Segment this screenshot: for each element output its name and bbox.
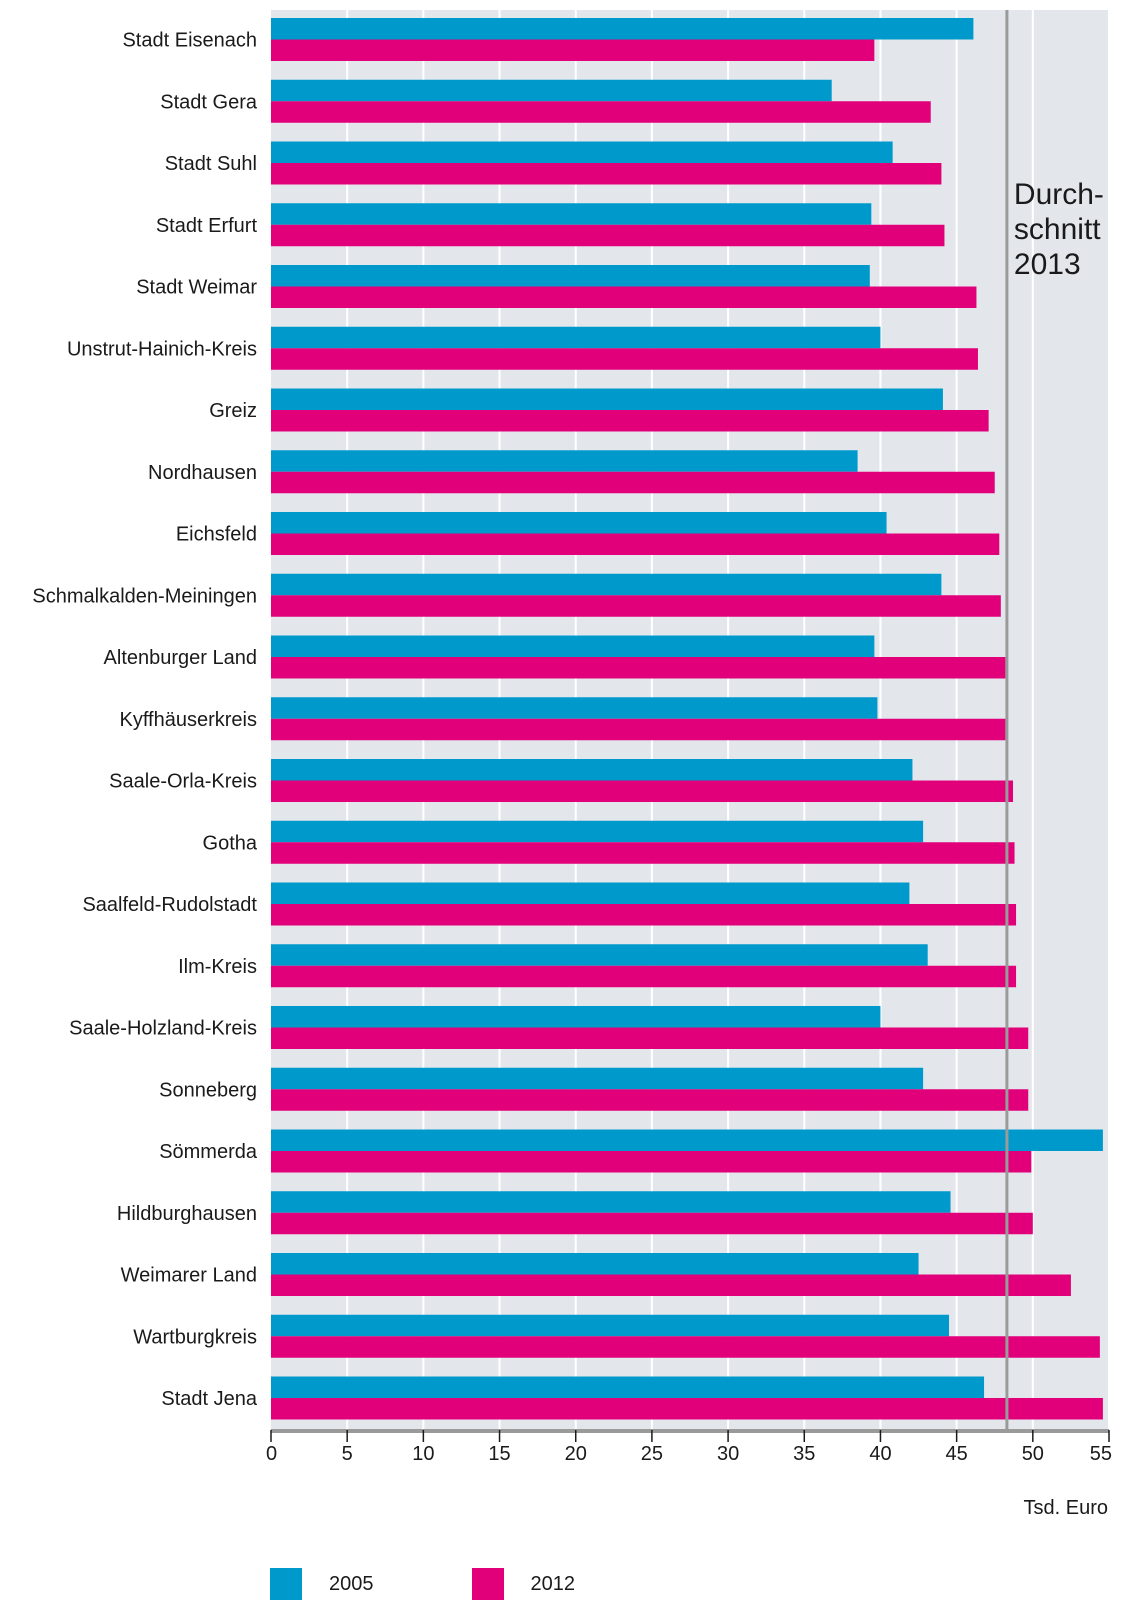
legend-item-2005: 2005 bbox=[270, 1568, 374, 1600]
category-label-20: Weimarer Land bbox=[121, 1265, 257, 1287]
category-label-18: Sömmerda bbox=[159, 1141, 258, 1163]
bar-2005-19 bbox=[271, 1191, 951, 1213]
bar-2012-9 bbox=[271, 595, 1001, 617]
category-label-21: Wartburgkreis bbox=[133, 1326, 257, 1348]
bar-2005-3 bbox=[271, 203, 872, 225]
category-label-8: Eichsfeld bbox=[176, 524, 257, 546]
category-label-22: Stadt Jena bbox=[161, 1388, 258, 1410]
reference-label-line-1: schnitt bbox=[1014, 213, 1101, 246]
category-label-2: Stadt Suhl bbox=[165, 153, 257, 175]
bar-2005-1 bbox=[271, 79, 832, 102]
bar-2005-17 bbox=[271, 1067, 924, 1090]
x-tick-label-55: 55 bbox=[1090, 1443, 1112, 1465]
bar-2012-20 bbox=[271, 1274, 1071, 1296]
category-label-3: Stadt Erfurt bbox=[156, 215, 258, 237]
bar-2005-15 bbox=[271, 944, 928, 966]
category-label-17: Sonneberg bbox=[159, 1079, 257, 1101]
bar-2005-4 bbox=[271, 265, 870, 287]
category-label-10: Altenburger Land bbox=[104, 647, 257, 669]
category-label-6: Greiz bbox=[209, 400, 257, 422]
category-label-14: Saalfeld-Rudolstadt bbox=[82, 894, 257, 916]
bar-2005-10 bbox=[271, 635, 875, 657]
legend-swatch-2012 bbox=[471, 1568, 504, 1600]
bar-2005-12 bbox=[271, 759, 913, 781]
bar-2012-18 bbox=[271, 1151, 1032, 1173]
bar-2005-8 bbox=[271, 512, 887, 534]
bar-2012-17 bbox=[271, 1089, 1029, 1111]
bar-2005-6 bbox=[271, 388, 943, 410]
bar-2012-2 bbox=[271, 163, 942, 185]
x-tick-label-45: 45 bbox=[946, 1443, 968, 1465]
bar-2005-18 bbox=[271, 1129, 1103, 1151]
category-label-15: Ilm-Kreis bbox=[178, 956, 257, 978]
bar-2005-20 bbox=[271, 1253, 919, 1275]
x-tick-label-5: 5 bbox=[342, 1443, 353, 1465]
bar-2012-22 bbox=[271, 1398, 1103, 1420]
x-tick-label-35: 35 bbox=[793, 1443, 815, 1465]
bar-2005-14 bbox=[271, 882, 910, 904]
bar-2012-0 bbox=[271, 39, 875, 61]
bar-2012-6 bbox=[271, 410, 989, 432]
bar-2005-16 bbox=[271, 1006, 881, 1028]
category-label-11: Kyffhäuserkreis bbox=[120, 709, 257, 731]
bar-2012-4 bbox=[271, 286, 977, 308]
bar-2012-5 bbox=[271, 348, 978, 370]
category-label-5: Unstrut-Hainich-Kreis bbox=[67, 338, 257, 360]
category-label-12: Saale-Orla-Kreis bbox=[109, 771, 257, 793]
legend: 2005 2012 bbox=[270, 1568, 673, 1600]
bar-2005-22 bbox=[271, 1376, 985, 1398]
legend-label-2012: 2012 bbox=[530, 1572, 576, 1595]
bar-2012-7 bbox=[271, 471, 995, 494]
category-label-13: Gotha bbox=[203, 832, 258, 854]
bar-2012-19 bbox=[271, 1212, 1033, 1235]
bar-2005-21 bbox=[271, 1314, 950, 1337]
bar-2005-5 bbox=[271, 326, 881, 349]
category-label-16: Saale-Holzland-Kreis bbox=[69, 1018, 257, 1040]
bar-2012-1 bbox=[271, 101, 931, 123]
x-tick-label-25: 25 bbox=[641, 1443, 663, 1465]
x-tick-label-30: 30 bbox=[717, 1443, 739, 1465]
x-tick-label-50: 50 bbox=[1022, 1443, 1044, 1465]
bar-2012-10 bbox=[271, 657, 1006, 679]
bar-2012-8 bbox=[271, 533, 1000, 555]
category-label-0: Stadt Eisenach bbox=[122, 30, 257, 52]
category-label-19: Hildburghausen bbox=[117, 1203, 257, 1225]
x-tick-label-10: 10 bbox=[412, 1443, 434, 1465]
bar-2012-15 bbox=[271, 965, 1017, 988]
x-tick-label-15: 15 bbox=[488, 1443, 510, 1465]
x-tick-label-40: 40 bbox=[869, 1443, 891, 1465]
bar-2012-12 bbox=[271, 780, 1014, 802]
bar-2005-0 bbox=[271, 18, 974, 40]
reference-label-line-2: 2013 bbox=[1014, 248, 1081, 281]
bar-2005-9 bbox=[271, 573, 942, 596]
category-label-9: Schmalkalden-Meiningen bbox=[32, 585, 257, 607]
legend-swatch-2005 bbox=[270, 1568, 302, 1600]
category-label-7: Nordhausen bbox=[148, 462, 257, 484]
bar-2012-21 bbox=[271, 1336, 1100, 1358]
bar-2005-7 bbox=[271, 450, 858, 472]
bar-2012-13 bbox=[271, 842, 1015, 864]
legend-item-2012: 2012 bbox=[471, 1568, 576, 1600]
category-label-1: Stadt Gera bbox=[160, 91, 258, 113]
bar-2012-14 bbox=[271, 904, 1017, 926]
bar-2005-2 bbox=[271, 141, 893, 163]
x-axis-unit-label: Tsd. Euro bbox=[1024, 1497, 1108, 1519]
bar-2005-11 bbox=[271, 697, 878, 719]
category-label-4: Stadt Weimar bbox=[136, 277, 257, 299]
x-tick-label-20: 20 bbox=[565, 1443, 587, 1465]
bar-2012-16 bbox=[271, 1027, 1029, 1049]
reference-label-line-0: Durch- bbox=[1014, 178, 1104, 211]
legend-label-2005: 2005 bbox=[329, 1572, 374, 1595]
bar-2012-11 bbox=[271, 718, 1006, 741]
bar-2005-13 bbox=[271, 820, 924, 843]
bar-2012-3 bbox=[271, 224, 945, 247]
x-tick-label-0: 0 bbox=[266, 1443, 277, 1465]
